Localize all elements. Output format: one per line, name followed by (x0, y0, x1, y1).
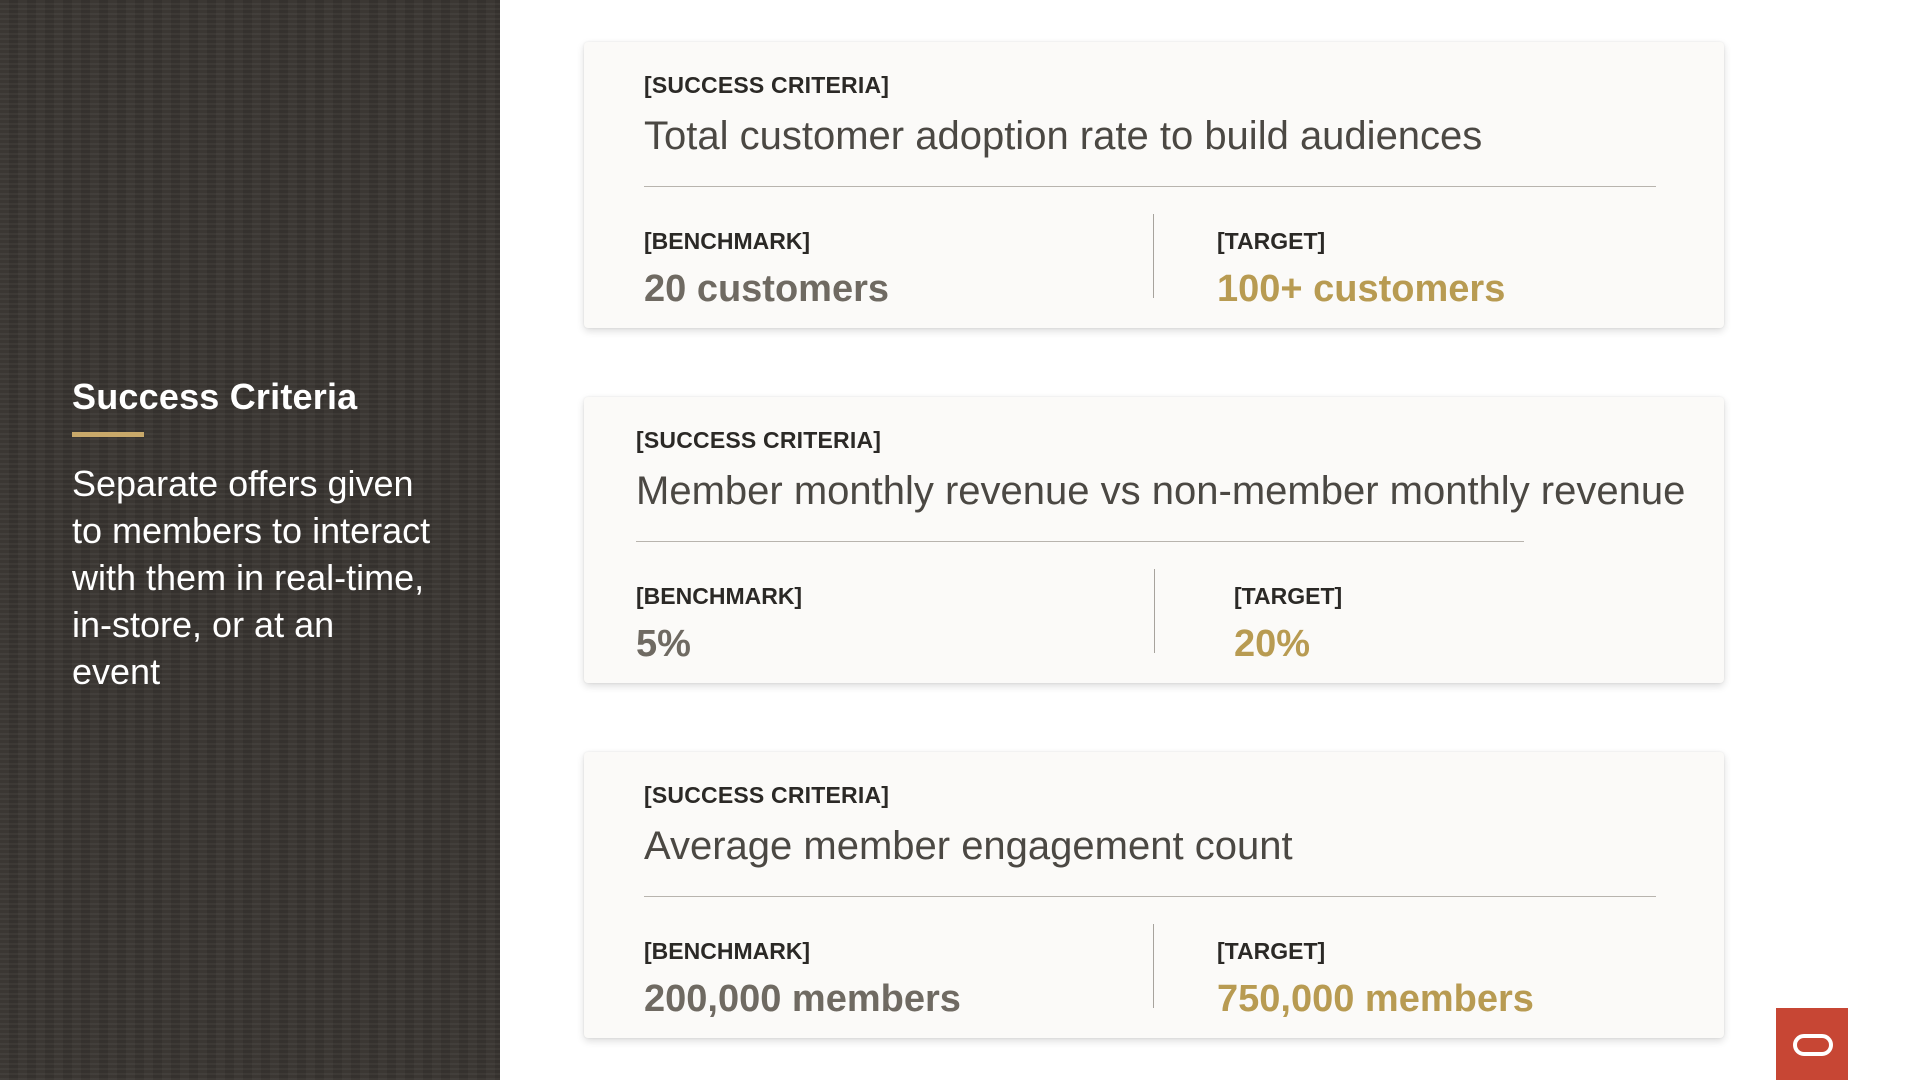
benchmark-value: 5% (636, 623, 691, 665)
target-label: [TARGET] (1217, 228, 1326, 254)
benchmark-label: [BENCHMARK] (644, 938, 811, 964)
success-criteria-card: [SUCCESS CRITERIA] Total customer adopti… (584, 42, 1724, 328)
success-criteria-card: [SUCCESS CRITERIA] Member monthly revenu… (584, 397, 1724, 683)
card-kicker: [SUCCESS CRITERIA] (644, 72, 890, 98)
card-headline: Average member engagement count (644, 824, 1293, 868)
sidebar-title: Success Criteria (72, 376, 358, 417)
target-label: [TARGET] (1217, 938, 1326, 964)
target-value: 100+ customers (1217, 268, 1506, 310)
column-divider (1153, 214, 1154, 298)
success-criteria-card: [SUCCESS CRITERIA] Average member engage… (584, 752, 1724, 1038)
target-value: 20% (1234, 623, 1311, 665)
card-kicker: [SUCCESS CRITERIA] (644, 782, 890, 808)
logo-ring (1793, 1034, 1833, 1056)
title-underline (72, 432, 144, 437)
sidebar-panel: Success Criteria Separate offers given t… (0, 0, 500, 1080)
card-headline: Total customer adoption rate to build au… (644, 114, 1483, 158)
card-divider (644, 896, 1656, 897)
column-divider (1154, 569, 1155, 653)
benchmark-label: [BENCHMARK] (636, 583, 803, 609)
sidebar-description: Separate offers given to members to inte… (72, 463, 431, 692)
target-value: 750,000 members (1217, 978, 1534, 1020)
benchmark-label: [BENCHMARK] (644, 228, 811, 254)
benchmark-value: 20 customers (644, 268, 890, 310)
card-divider (644, 186, 1656, 187)
card-headline: Member monthly revenue vs non-member mon… (636, 469, 1686, 513)
card-divider (636, 541, 1524, 542)
column-divider (1153, 924, 1154, 1008)
target-label: [TARGET] (1234, 583, 1343, 609)
benchmark-value: 200,000 members (644, 978, 961, 1020)
card-kicker: [SUCCESS CRITERIA] (636, 427, 882, 453)
oracle-logo-icon (1776, 1008, 1848, 1080)
